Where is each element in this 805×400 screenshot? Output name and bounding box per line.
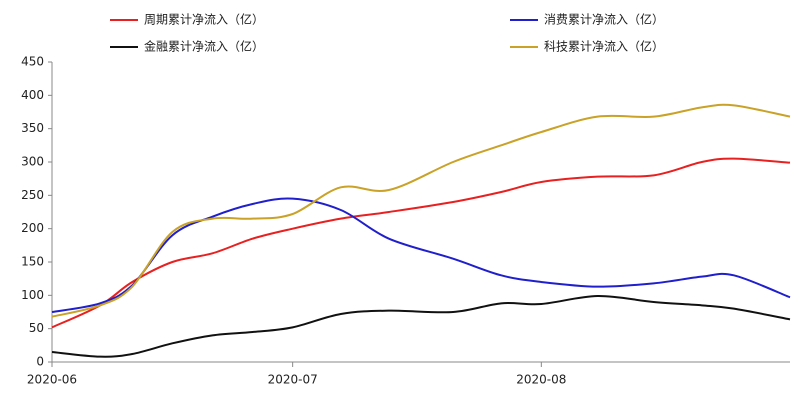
line [51,157,791,329]
y-tick-label: 200 [21,221,44,235]
y-tick-label: 250 [21,188,44,202]
y-tick-label: 300 [21,155,44,169]
legend-label: 金融累计净流入（亿） [144,39,264,54]
legend-label: 消费累计净流入（亿） [544,12,664,27]
line [51,294,791,358]
x-tick-label: 2020-08 [516,373,566,387]
legend-label: 科技累计净流入（亿） [544,39,664,54]
y-tick-label: 0 [36,355,44,369]
y-tick-label: 400 [21,88,44,102]
y-tick-label: 150 [21,255,44,269]
y-tick-label: 50 [29,321,44,335]
x-tick-label: 2020-07 [268,373,318,387]
y-tick-label: 450 [21,55,44,69]
line [51,103,791,318]
line [51,197,791,313]
legend-label: 周期累计净流入（亿） [144,12,264,27]
y-tick-label: 100 [21,288,44,302]
x-tick-label: 2020-06 [27,373,77,387]
y-tick-label: 350 [21,121,44,135]
